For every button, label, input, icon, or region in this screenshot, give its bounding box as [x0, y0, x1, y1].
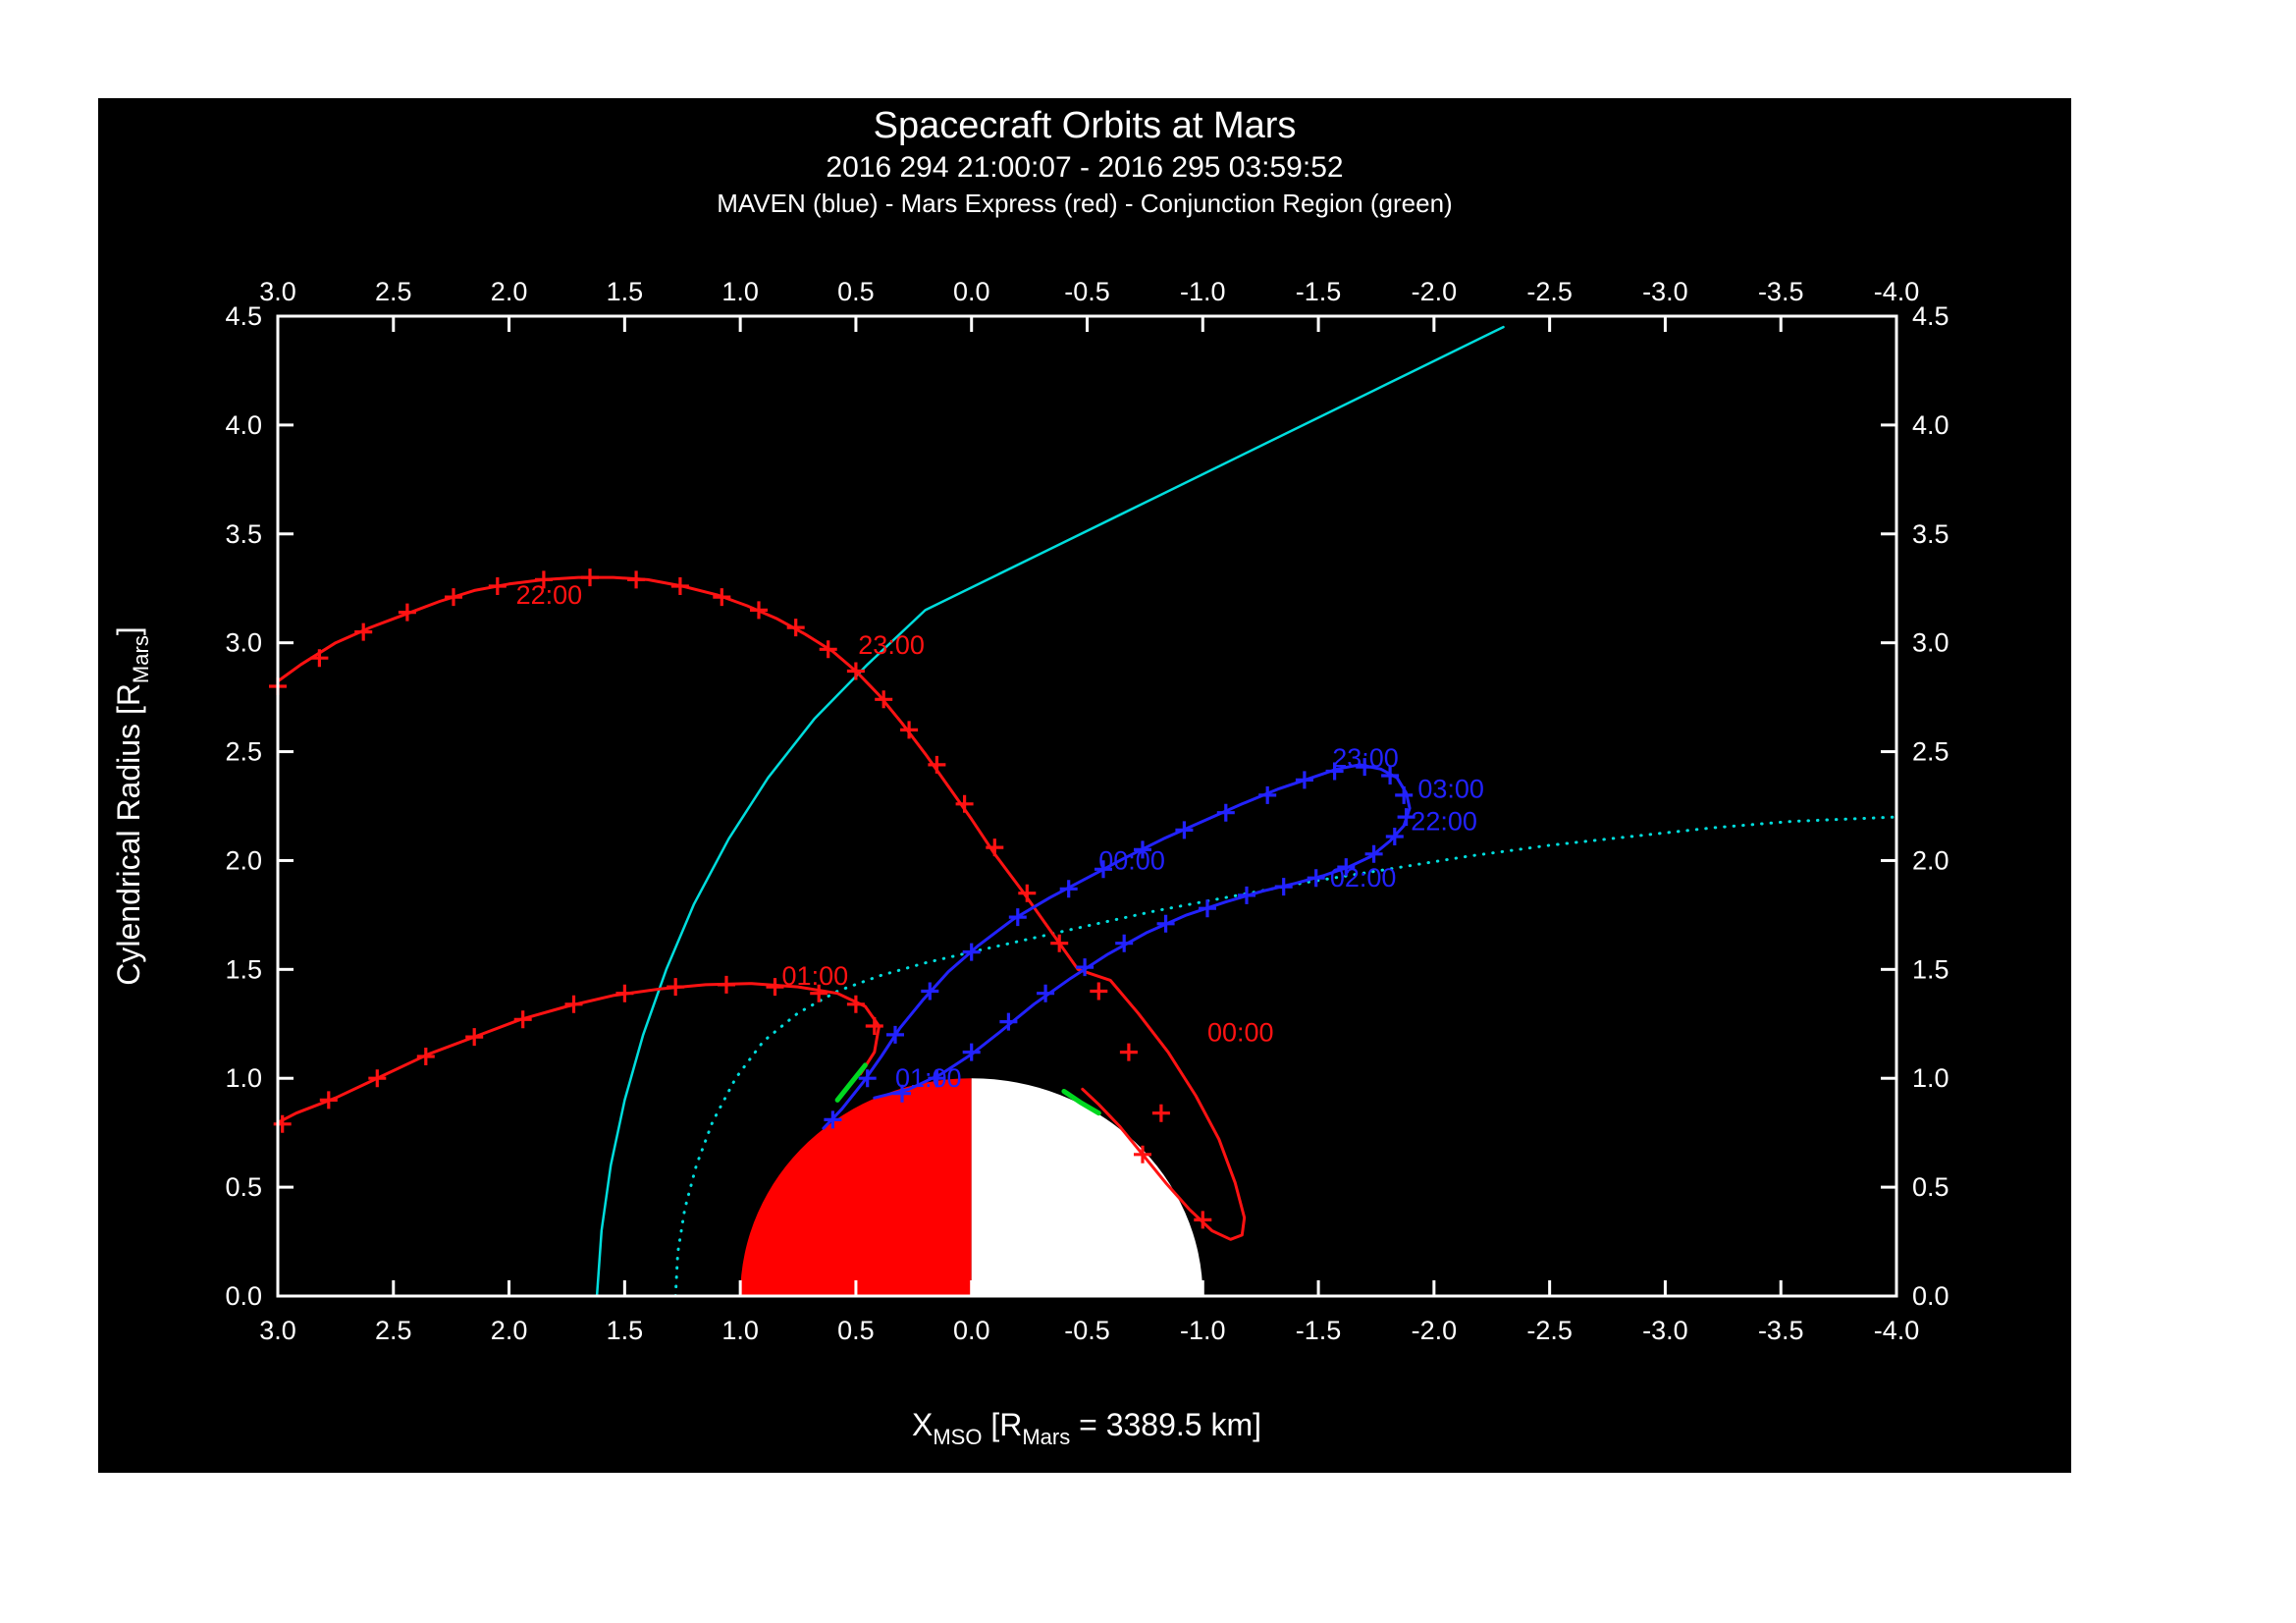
maven-path-0 [822, 763, 1412, 1130]
chart-legend-line: MAVEN (blue) - Mars Express (red) - Conj… [717, 189, 1452, 218]
time-label: 22:00 [1411, 807, 1477, 837]
y-tick-label-right: 3.5 [1912, 519, 1949, 549]
y-tick-label-left: 2.0 [225, 845, 262, 875]
maven-markers [824, 758, 1415, 1129]
x-tick-label-top: -2.0 [1412, 277, 1458, 306]
x-tick-label-bottom: 0.5 [837, 1316, 875, 1345]
axis-tick-labels: 3.0 3.0 2.5 2.5 2.0 2.0 1.5 1.5 1.0 1.0 0.5 0.5 0.0 0… [225, 277, 1949, 1345]
x-tick-label-bottom: 0.0 [953, 1316, 990, 1345]
y-tick-label-right: 0.5 [1912, 1172, 1949, 1202]
mars-disk [740, 1078, 1203, 1296]
x-tick-label-top: -0.5 [1064, 277, 1110, 306]
conjunction-region-path-1 [1061, 1089, 1101, 1116]
x-tick-label-top: 1.0 [721, 277, 759, 306]
x-tick-label-bottom: -3.0 [1642, 1316, 1688, 1345]
x-tick-label-bottom: -0.5 [1064, 1316, 1110, 1345]
x-tick-label-bottom: 3.0 [259, 1316, 296, 1345]
x-tick-label-top: -1.5 [1296, 277, 1342, 306]
x-tick-label-top: 1.5 [607, 277, 644, 306]
y-tick-label-left: 4.0 [225, 410, 262, 440]
time-label: 03:00 [1417, 774, 1484, 803]
y-tick-label-left: 4.5 [225, 301, 262, 331]
y-tick-label-right: 3.0 [1912, 628, 1949, 658]
x-tick-label-top: 0.0 [953, 277, 990, 306]
chart-title: Spacecraft Orbits at Mars [874, 105, 1297, 146]
y-tick-label-left: 2.5 [225, 737, 262, 767]
x-tick-label-top: -3.0 [1642, 277, 1688, 306]
x-tick-label-bottom: 1.5 [607, 1316, 644, 1345]
x-tick-label-bottom: 2.0 [491, 1316, 528, 1345]
x-tick-label-top: 0.5 [837, 277, 875, 306]
y-tick-label-right: 4.5 [1912, 301, 1949, 331]
conjunction-region-path-0 [834, 1062, 868, 1103]
x-tick-label-top: -3.5 [1758, 277, 1804, 306]
y-axis-title: Cylendrical Radius [RMars] [111, 626, 153, 985]
y-tick-label-left: 0.5 [225, 1172, 262, 1202]
bow-shock-path-0 [595, 325, 1505, 1296]
y-tick-label-right: 2.5 [1912, 737, 1949, 767]
x-tick-label-bottom: -4.0 [1874, 1316, 1920, 1345]
y-tick-label-left: 0.0 [225, 1281, 262, 1311]
x-axis-title: XMSO [RMars = 3389.5 km] [912, 1407, 1261, 1449]
chart-subtitle: 2016 294 21:00:07 - 2016 295 03:59:52 [826, 151, 1343, 184]
time-label: 01:00 [782, 961, 849, 991]
x-tick-label-bottom: -2.5 [1526, 1316, 1573, 1345]
y-tick-label-right: 0.0 [1912, 1281, 1949, 1311]
x-tick-label-bottom: -2.0 [1412, 1316, 1458, 1345]
time-label: 23:00 [1332, 743, 1399, 773]
y-tick-label-left: 3.5 [225, 519, 262, 549]
y-tick-label-left: 1.5 [225, 954, 262, 984]
x-tick-label-top: -1.0 [1180, 277, 1226, 306]
axis-ticks [276, 314, 1898, 1298]
x-tick-label-bottom: -1.0 [1180, 1316, 1226, 1345]
time-labels: 22:00 23:00 00:00 01:00 01:00 00:00 23:00 03:00… [516, 580, 1484, 1093]
x-tick-label-bottom: 2.5 [375, 1316, 412, 1345]
mars-nightside [971, 1078, 1203, 1296]
x-tick-label-top: -4.0 [1874, 277, 1920, 306]
mars-dayside [740, 1078, 972, 1296]
y-tick-label-left: 3.0 [225, 628, 262, 658]
x-tick-label-top: -2.5 [1526, 277, 1573, 306]
time-label: 00:00 [1098, 845, 1165, 875]
time-label: 00:00 [1207, 1018, 1274, 1048]
y-tick-label-right: 2.0 [1912, 845, 1949, 875]
time-label: 02:00 [1330, 863, 1397, 893]
time-label: 22:00 [516, 580, 583, 610]
x-tick-label-bottom: 1.0 [721, 1316, 759, 1345]
y-tick-label-right: 1.5 [1912, 954, 1949, 984]
x-tick-label-bottom: -3.5 [1758, 1316, 1804, 1345]
time-label: 23:00 [858, 630, 925, 660]
x-tick-label-bottom: -1.5 [1296, 1316, 1342, 1345]
x-tick-label-top: 3.0 [259, 277, 296, 306]
time-label: 01:00 [895, 1063, 962, 1093]
y-tick-label-right: 4.0 [1912, 410, 1949, 440]
x-tick-label-top: 2.5 [375, 277, 412, 306]
y-tick-label-right: 1.0 [1912, 1063, 1949, 1093]
y-tick-label-left: 1.0 [225, 1063, 262, 1093]
x-tick-label-top: 2.0 [491, 277, 528, 306]
